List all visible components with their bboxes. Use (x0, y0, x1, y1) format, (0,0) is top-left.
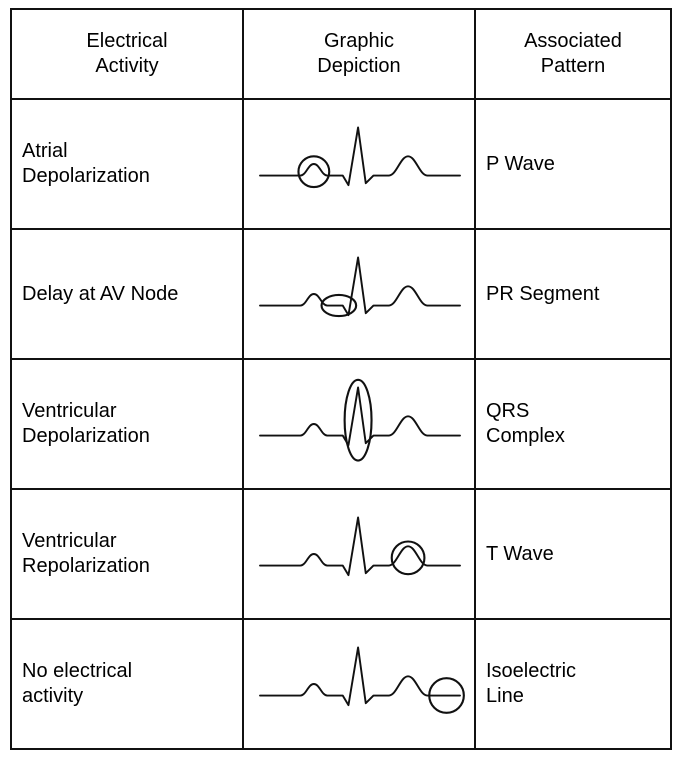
ecg-waveform (254, 244, 466, 344)
ecg-trace (260, 257, 460, 315)
cell-depiction (243, 359, 475, 489)
highlight-pwave (298, 156, 329, 187)
cell-activity: AtrialDepolarization (11, 99, 243, 229)
cell-depiction (243, 489, 475, 619)
cell-pattern: PR Segment (475, 229, 671, 359)
ecg-table: ElectricalActivity GraphicDepiction Asso… (10, 8, 672, 750)
cell-pattern: P Wave (475, 99, 671, 229)
ecg-trace (260, 127, 460, 185)
ecg-trace (260, 517, 460, 575)
cell-pattern: QRSComplex (475, 359, 671, 489)
table-row: VentricularDepolarization QRSComplex (11, 359, 671, 489)
cell-depiction (243, 99, 475, 229)
table-row: No electricalactivity IsoelectricLine (11, 619, 671, 749)
col-header-depiction: GraphicDepiction (243, 9, 475, 99)
table-row: AtrialDepolarization P Wave (11, 99, 671, 229)
ecg-waveform (254, 634, 466, 734)
col-header-pattern: AssociatedPattern (475, 9, 671, 99)
cell-activity: No electricalactivity (11, 619, 243, 749)
table-row: VentricularRepolarization T Wave (11, 489, 671, 619)
ecg-waveform (254, 114, 466, 214)
cell-activity: VentricularDepolarization (11, 359, 243, 489)
ecg-trace (260, 387, 460, 445)
cell-depiction (243, 619, 475, 749)
cell-depiction (243, 229, 475, 359)
table-body: AtrialDepolarizationP WaveDelay at AV No… (11, 99, 671, 749)
col-header-activity: ElectricalActivity (11, 9, 243, 99)
cell-activity: VentricularRepolarization (11, 489, 243, 619)
cell-pattern: T Wave (475, 489, 671, 619)
ecg-waveform (254, 504, 466, 604)
cell-pattern: IsoelectricLine (475, 619, 671, 749)
cell-activity: Delay at AV Node (11, 229, 243, 359)
ecg-waveform (254, 374, 466, 474)
table-header-row: ElectricalActivity GraphicDepiction Asso… (11, 9, 671, 99)
table-row: Delay at AV Node PR Segment (11, 229, 671, 359)
